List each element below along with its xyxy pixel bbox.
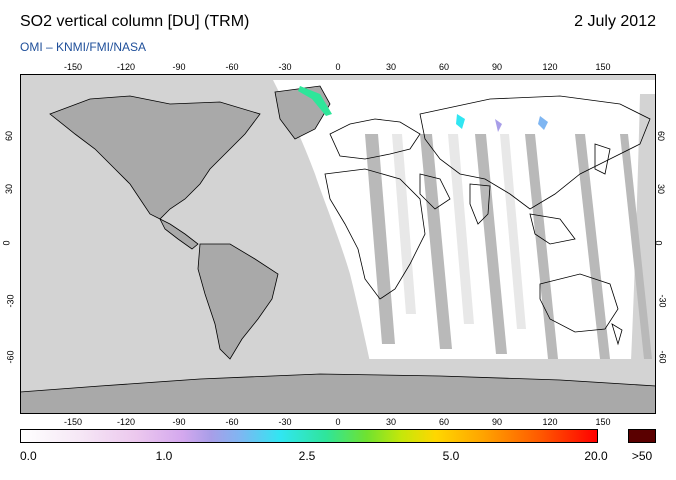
so2-signal-greenland [298,86,332,116]
lon-tick-top: -60 [225,62,239,72]
lat-tick-right: 30 [656,183,667,195]
lon-tick-bottom: -150 [63,417,83,427]
date-label: 2 July 2012 [574,13,656,30]
asia [419,95,651,210]
lon-tick-top: 0 [335,62,341,72]
lon-tick-bottom: 0 [335,417,341,427]
orbit-gap-light-stripes [392,134,526,329]
lat-tick-left: -30 [5,294,16,308]
lon-tick-bottom: 90 [491,417,503,427]
lat-tick-right: -60 [657,350,668,364]
lon-tick-bottom: 120 [542,417,558,427]
colorbar-label: 1.0 [155,449,173,463]
chart-title: SO2 vertical column [DU] (TRM) [20,13,250,30]
lon-tick-top: -120 [116,62,136,72]
so2-signals [298,86,548,132]
lon-tick-bottom: -30 [278,417,292,427]
lat-tick-right: -30 [657,294,668,308]
lon-tick-top: 120 [542,62,558,72]
no-data-north-polar [20,74,656,80]
lon-tick-bottom: -120 [116,417,136,427]
lat-tick-left: 0 [1,240,12,246]
australia [539,273,619,333]
europe [329,118,421,160]
so2-signal-asia [456,114,465,129]
coastlines-east [324,95,651,346]
no-data-region-east [630,94,656,384]
color-scale-bar [20,429,598,443]
japan [594,143,611,175]
lon-tick-top: 150 [595,62,611,72]
lon-tick-top: 90 [491,62,503,72]
lat-tick-left: -60 [5,350,16,364]
lon-tick-top: -30 [278,62,292,72]
lat-tick-left: 30 [4,183,15,195]
so2-signal-siberia [495,119,502,132]
lat-tick-right: 60 [656,130,667,142]
colorbar-label: 2.5 [298,449,316,463]
saturation-color-box [628,429,656,443]
central-america [159,218,199,250]
lat-tick-left: 60 [4,130,15,142]
lon-tick-bottom: 150 [595,417,611,427]
colorbar-label: 5.0 [442,449,460,463]
map-frame [20,74,656,414]
lon-tick-bottom: -60 [225,417,239,427]
so2-map [19,74,657,415]
land-masses [19,85,657,415]
colorbar-label: 0.0 [20,449,37,463]
new-zealand [611,323,623,346]
north-america [49,95,261,220]
lon-tick-bottom: 30 [385,417,397,427]
orbit-gap-stripes [365,134,652,359]
lon-tick-bottom: -90 [172,417,186,427]
lon-tick-top: -90 [172,62,186,72]
lon-tick-bottom: 60 [438,417,450,427]
arabia [419,173,451,210]
so2-signal-east-asia [538,116,548,130]
colorbar-label: 20.0 [584,449,608,463]
credit-label: OMI – KNMI/FMI/NASA [20,40,147,54]
south-america [197,243,279,360]
lon-tick-top: 60 [438,62,450,72]
saturation-label: >50 [631,449,653,463]
india [469,183,491,225]
africa [324,168,426,300]
maritime-asia [529,213,576,245]
lon-tick-top: -150 [63,62,83,72]
lon-tick-top: 30 [385,62,397,72]
map-canvas [19,74,657,415]
